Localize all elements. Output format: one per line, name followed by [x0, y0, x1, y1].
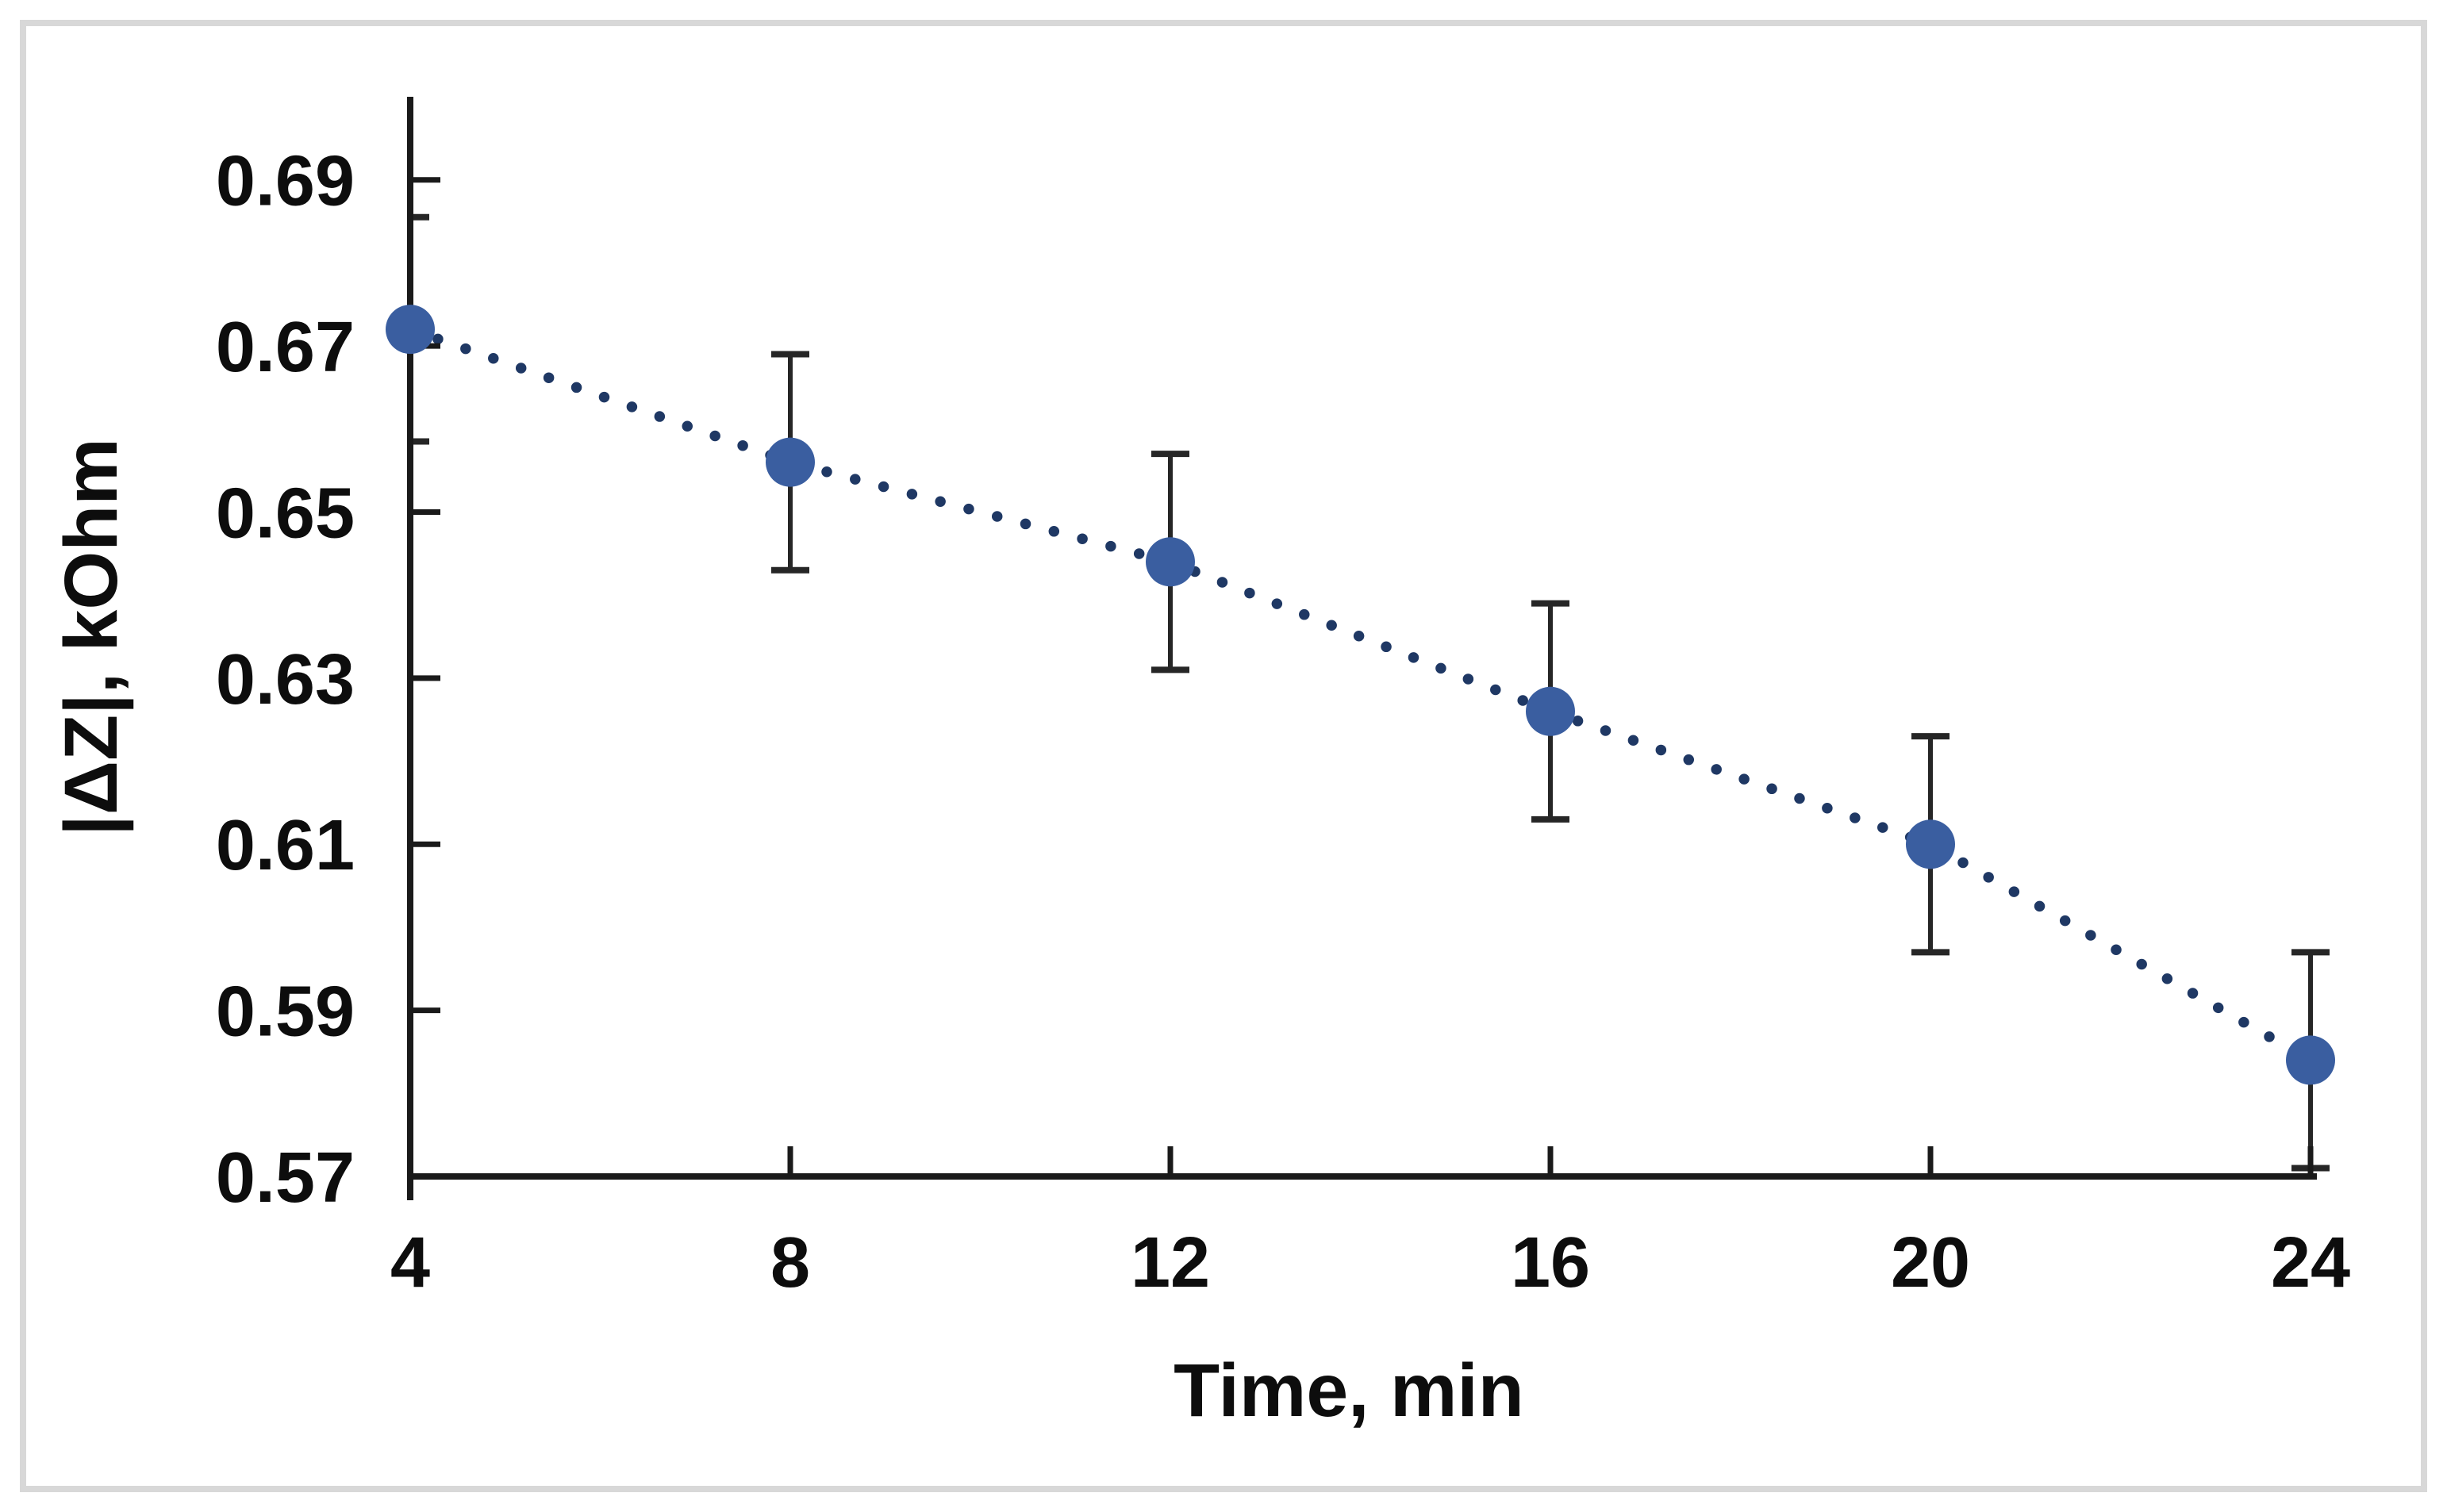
data-point — [1526, 686, 1575, 736]
figure-frame — [20, 20, 2427, 1492]
data-point — [386, 305, 435, 355]
data-point — [2286, 1035, 2335, 1085]
series-layer — [407, 213, 2330, 1172]
x-tick-label: 4 — [390, 1223, 430, 1303]
x-tick-label: 16 — [1511, 1223, 1590, 1303]
y-tick-label: 0.63 — [216, 640, 355, 720]
x-axis-title: Time, min — [1174, 1349, 1524, 1433]
x-tick-label: 12 — [1131, 1223, 1210, 1303]
data-point — [766, 437, 815, 487]
y-tick-label: 0.69 — [216, 142, 355, 221]
series-dotted-line — [407, 324, 2316, 1066]
y-tick-label: 0.61 — [216, 806, 355, 885]
y-axis-title: |ΔZ|, kOhm — [49, 438, 133, 836]
points-layer — [386, 305, 2335, 1085]
axes-layer: 0.57 0.59 0.61 0.63 0.65 0.67 0.69 4 8 12 16 20 24 — [216, 97, 2350, 1303]
y-tick-label: 0.59 — [216, 973, 355, 1052]
x-tick-label: 8 — [770, 1223, 810, 1303]
x-tick-label: 24 — [2271, 1223, 2350, 1303]
data-point — [1906, 819, 1955, 869]
data-point — [1146, 537, 1195, 587]
y-tick-label: 0.67 — [216, 308, 355, 387]
y-tick-label: 0.65 — [216, 474, 355, 553]
x-tick-label: 20 — [1891, 1223, 1970, 1303]
y-tick-label: 0.57 — [216, 1138, 355, 1218]
